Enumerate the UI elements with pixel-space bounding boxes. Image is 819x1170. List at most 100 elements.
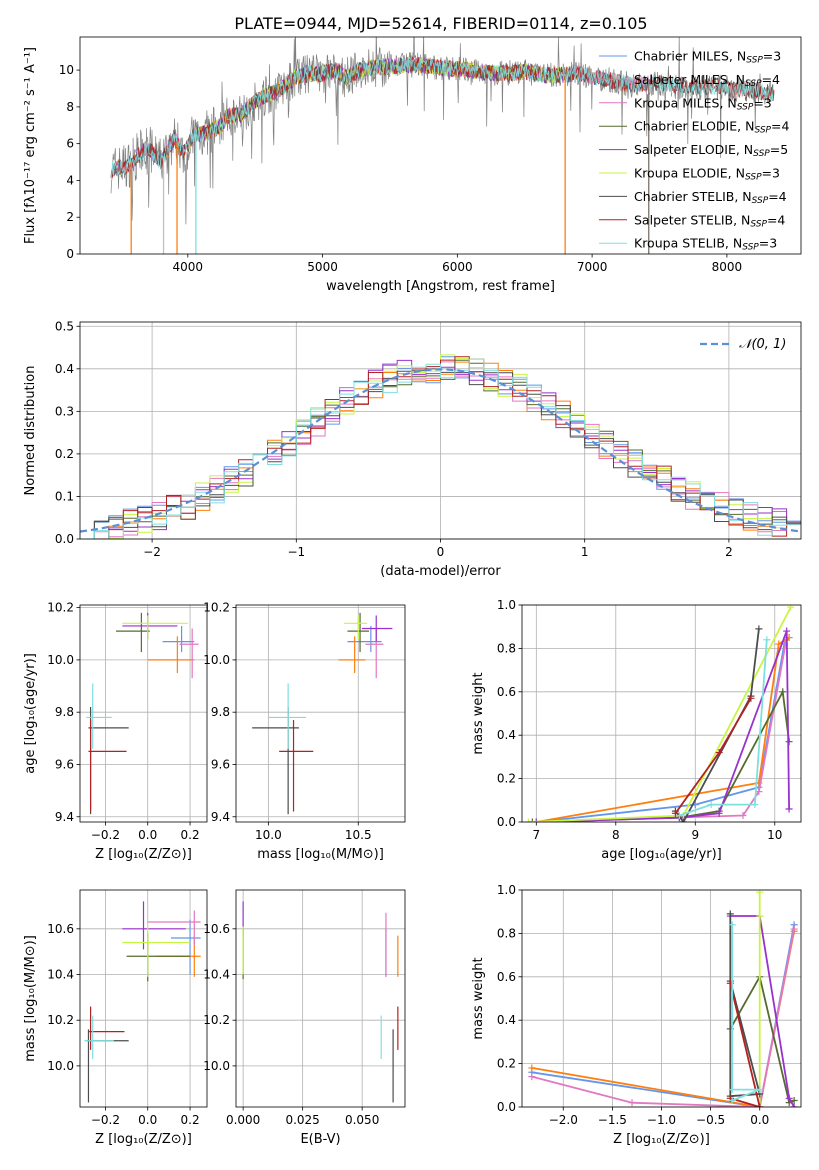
chart-spectrum: 4000 5000 6000 7000 8000 0 2 4 6 8 10 wavelength [A… xyxy=(23,36,802,294)
y-tick-label: 2 xyxy=(66,210,74,224)
legend-label: Kroupa ELODIE, NSSP=3 xyxy=(634,166,780,183)
y-tick-label: 4 xyxy=(66,173,74,187)
spectrum-model-line xyxy=(110,57,775,178)
weight-marker xyxy=(747,694,755,702)
weight-marker xyxy=(785,805,793,813)
weight-line xyxy=(531,924,795,1107)
x-tick-label: 0.2 xyxy=(181,828,200,842)
plot-area xyxy=(84,901,201,1103)
weight-marker xyxy=(790,925,798,933)
plot-area xyxy=(242,901,399,1103)
y-tick-label: 10.4 xyxy=(47,968,74,982)
weight-marker xyxy=(707,801,715,809)
weight-marker xyxy=(728,1096,736,1104)
weight-marker xyxy=(779,688,787,696)
x-tick-label: 7000 xyxy=(577,260,608,274)
y-tick-label: 0.6 xyxy=(497,970,516,984)
legend-label: 𝒩(0, 1) xyxy=(739,337,786,352)
weight-marker xyxy=(532,818,540,822)
weight-line xyxy=(729,974,795,1104)
x-tick-label: 0 xyxy=(437,545,445,559)
weight-line xyxy=(536,636,790,822)
weight-marker xyxy=(528,1073,536,1081)
y-tick-label: 8 xyxy=(66,100,74,114)
weight-marker xyxy=(671,809,679,817)
weight-marker xyxy=(755,625,763,633)
x-tick-label: 10.5 xyxy=(345,828,372,842)
grid xyxy=(236,890,405,1107)
axes-frame xyxy=(235,604,406,823)
y-tick-label: 10.0 xyxy=(203,1059,230,1073)
x-tick-label: 0.025 xyxy=(285,1113,319,1127)
x-axis-label: wavelength [Angstrom, rest frame] xyxy=(326,279,555,294)
x-tick-label: 8 xyxy=(612,828,620,842)
weight-marker xyxy=(524,818,532,822)
weight-line xyxy=(531,931,795,1107)
weight-line xyxy=(531,928,795,1107)
plot-area xyxy=(528,890,798,1107)
y-tick-label: 0.4 xyxy=(55,362,74,376)
axes: −2.0 −1.5 −1.0 −0.5 0.0 0.0 0.2 0.4 0.6 0.8 1.0 Z [… xyxy=(471,883,802,1147)
y-tick-label: 9.8 xyxy=(211,705,230,719)
y-tick-label: 10.0 xyxy=(47,1059,74,1073)
weight-line xyxy=(536,630,790,822)
weight-marker xyxy=(728,1086,736,1094)
axes-frame xyxy=(235,889,406,1108)
y-tick-label: 1.0 xyxy=(497,598,516,612)
weight-line xyxy=(674,628,760,822)
axes: −0.2 0.0 0.2 9.4 9.6 9.8 10.0 10.2 Z [log₁₀(Z/Z⊙… xyxy=(23,601,208,862)
axes-frame xyxy=(79,36,802,255)
plot-area xyxy=(524,605,795,822)
x-tick-label: 5000 xyxy=(307,260,338,274)
axes-frame xyxy=(79,604,208,823)
y-tick-label: 0 xyxy=(66,247,74,261)
y-tick-label: 10.2 xyxy=(47,601,74,615)
y-tick-label: 10.2 xyxy=(203,1013,230,1027)
x-tick-label: −1 xyxy=(287,545,305,559)
y-tick-label: 0.8 xyxy=(497,641,516,655)
chart-massweight_vs_age: 7 8 9 10 0.0 0.2 0.4 0.6 0.8 1.0 age [log₁₀(age/yr… xyxy=(471,598,802,862)
y-tick-label: 0.3 xyxy=(55,404,74,418)
weight-marker xyxy=(756,1103,764,1107)
x-tick-label: −2 xyxy=(143,545,161,559)
weight-marker xyxy=(790,1096,798,1104)
x-tick-label: −1.0 xyxy=(647,1113,676,1127)
axes: 7 8 9 10 0.0 0.2 0.4 0.6 0.8 1.0 age [log₁₀(age/yr… xyxy=(471,598,802,862)
x-axis-label: Z [log₁₀(Z/Z⊙)] xyxy=(95,1132,192,1147)
normal-curve xyxy=(80,368,801,533)
weight-marker xyxy=(763,636,771,644)
x-tick-label: 10 xyxy=(767,828,782,842)
spectrum-legend: Chabrier MILES, NSSP=3 Salpeter MILES, NS… xyxy=(599,49,789,253)
y-tick-label: 9.4 xyxy=(211,810,230,824)
grid xyxy=(80,605,207,822)
y-tick-label: 0.4 xyxy=(497,728,516,742)
y-tick-label: 0.8 xyxy=(497,926,516,940)
x-axis-label: age [log₁₀(age/yr)] xyxy=(601,847,722,862)
legend-label: Chabrier MILES, NSSP=3 xyxy=(634,49,781,66)
legend-label: Kroupa STELIB, NSSP=3 xyxy=(634,236,777,253)
x-tick-label: −0.2 xyxy=(91,1113,120,1127)
weight-marker xyxy=(751,801,759,809)
x-tick-label: −1.5 xyxy=(598,1113,627,1127)
y-tick-label: 0.5 xyxy=(55,319,74,333)
axes: 10.0 10.5 9.4 9.6 9.8 10.0 10.2 mass [log₁₀(M/M… xyxy=(203,601,406,862)
x-tick-label: 2 xyxy=(725,545,733,559)
y-axis-label: mass [log₁₀(M/M⊙)] xyxy=(23,935,38,1062)
x-tick-label: 10.0 xyxy=(255,828,282,842)
weight-marker xyxy=(628,1099,636,1107)
legend-label: Chabrier ELODIE, NSSP=4 xyxy=(634,119,789,136)
weight-marker xyxy=(728,921,736,929)
weight-marker xyxy=(715,809,723,817)
x-axis-label: (data-model)/error xyxy=(380,564,501,579)
grid xyxy=(80,890,207,1107)
y-tick-label: 0.6 xyxy=(497,685,516,699)
chart-mass_vs_ebv: 0.000 0.025 0.050 10.0 10.2 10.4 10.6 E(B-V) xyxy=(203,889,406,1147)
y-axis-label: Flux [fλ10⁻¹⁷ erg cm⁻² s⁻¹ A⁻¹] xyxy=(23,47,38,244)
x-tick-label: 9 xyxy=(691,828,699,842)
weight-marker xyxy=(783,627,791,635)
legend-label: Salpeter MILES, NSSP=4 xyxy=(634,72,780,89)
plot-area xyxy=(110,37,775,254)
x-axis-label: Z [log₁₀(Z/Z⊙)] xyxy=(613,1132,710,1147)
x-tick-label: 0.000 xyxy=(226,1113,260,1127)
y-tick-label: 0.2 xyxy=(497,772,516,786)
